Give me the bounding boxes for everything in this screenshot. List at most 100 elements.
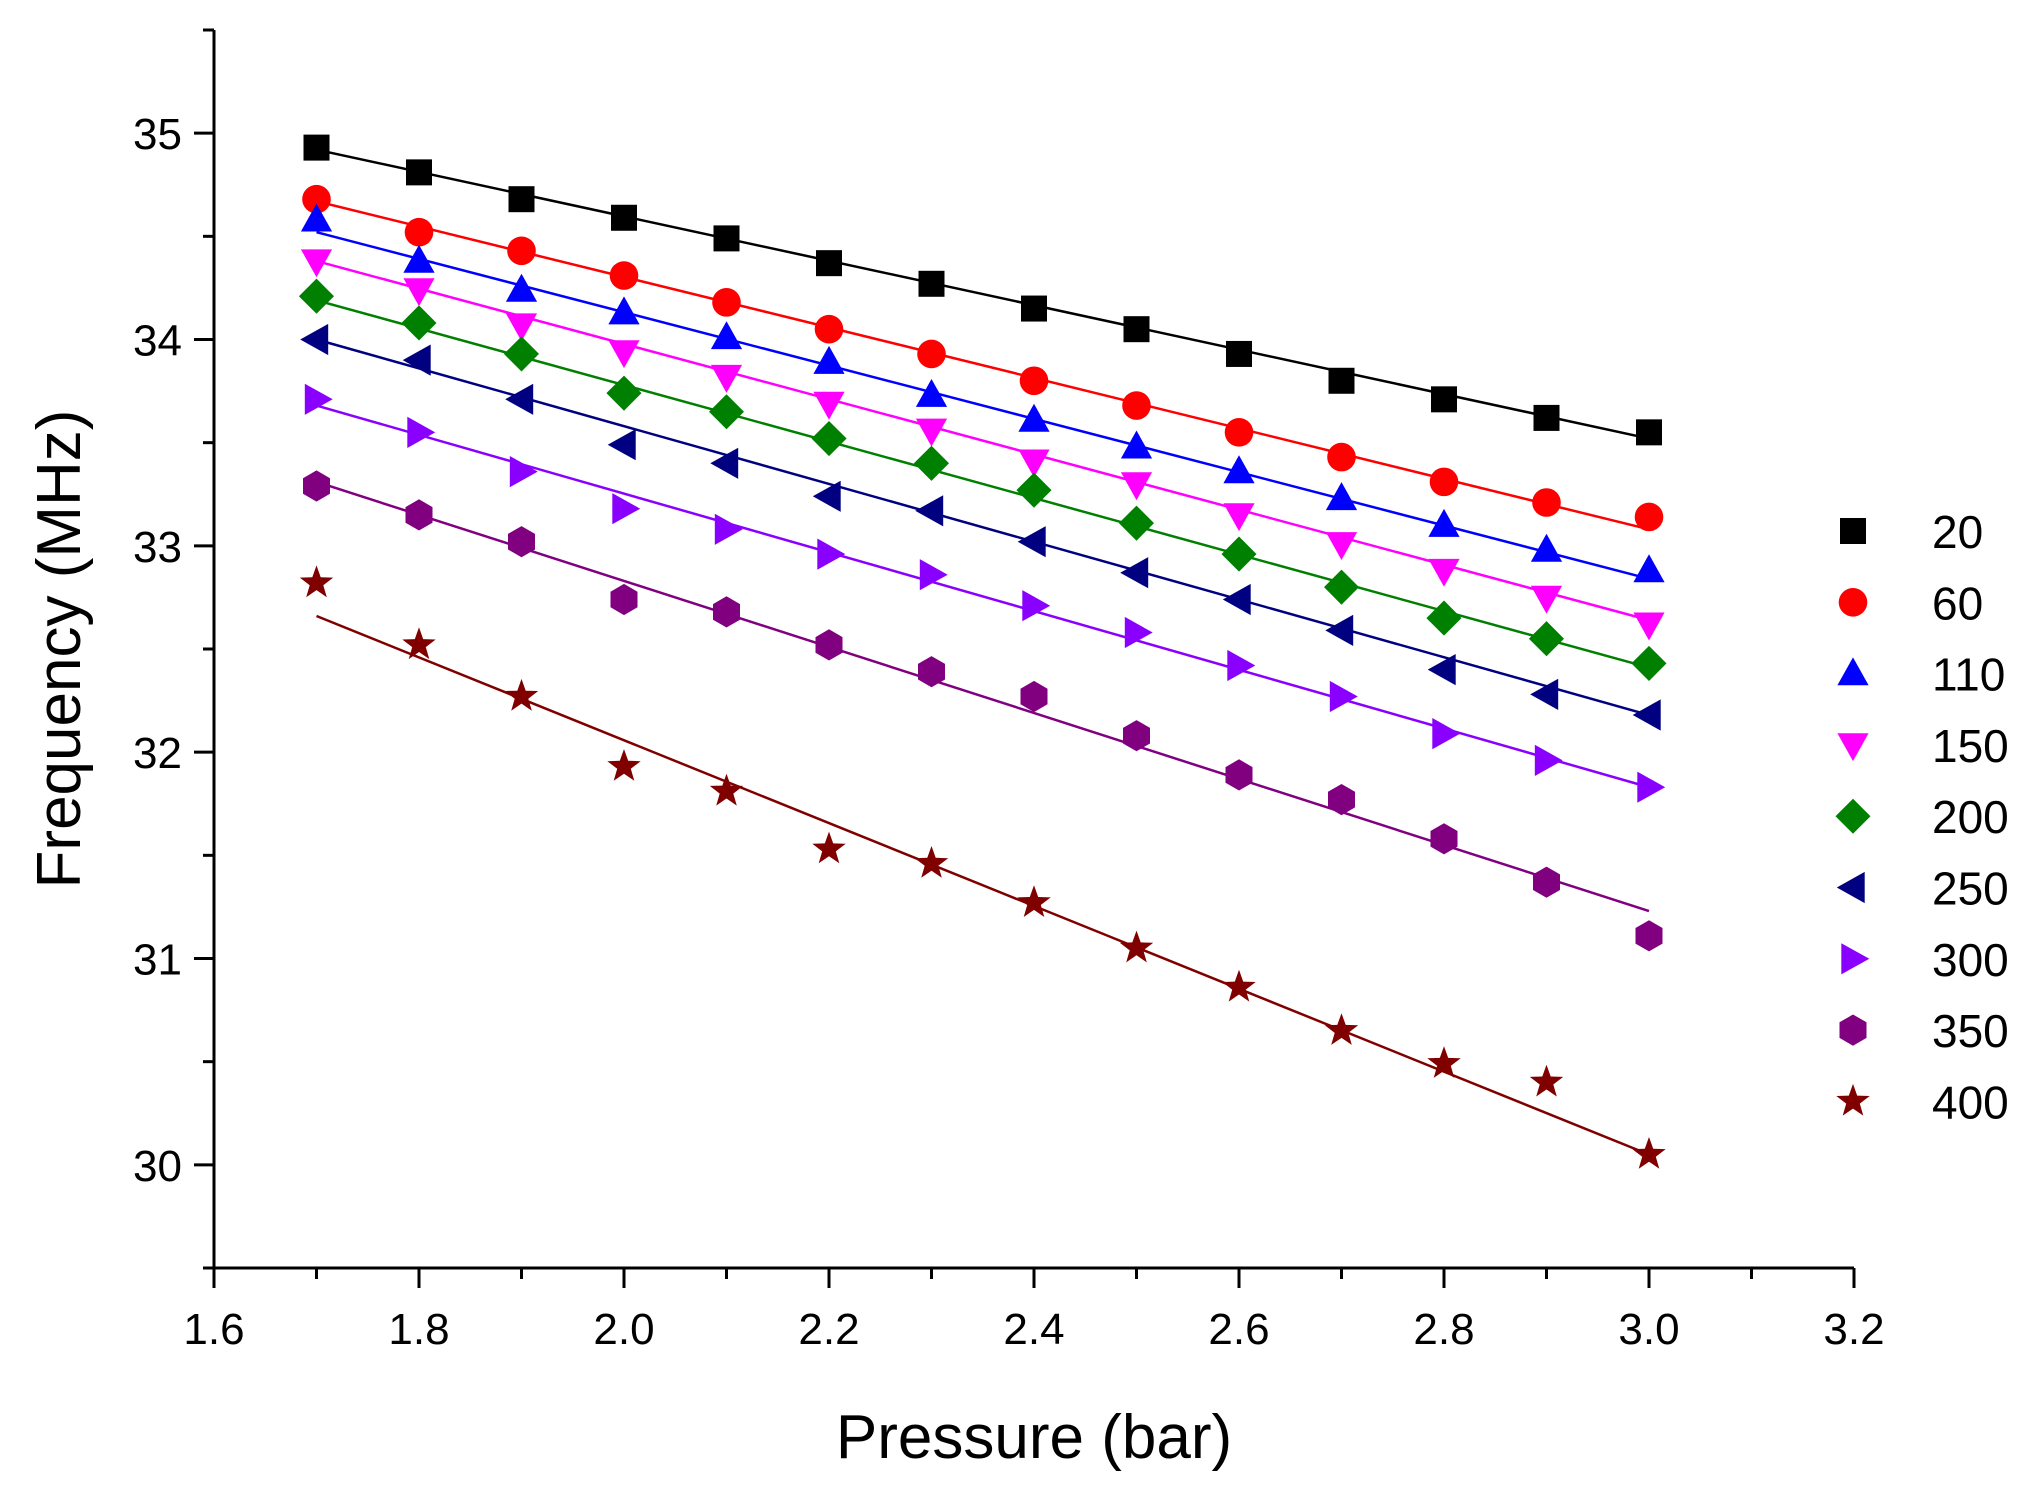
data-point-350 (815, 629, 843, 661)
data-point-250 (607, 429, 636, 461)
fit-line-250 (316, 338, 1650, 717)
data-point-200 (503, 336, 539, 372)
data-point-150 (1530, 585, 1563, 614)
legend-label-300: 300 (1932, 934, 2009, 986)
data-point-200 (1016, 472, 1052, 508)
data-point-150 (1018, 449, 1050, 478)
data-point-350 (1020, 680, 1048, 713)
data-point-200 (811, 421, 847, 457)
legend-marker-110 (1837, 657, 1869, 686)
data-point-20 (508, 186, 535, 213)
data-point-300 (919, 559, 948, 591)
data-point-300 (612, 493, 641, 525)
series-200 (298, 278, 1667, 681)
y-tick-label: 31 (133, 936, 182, 985)
data-point-300 (1124, 616, 1153, 649)
data-point-350 (1328, 784, 1355, 816)
x-tick-label: 1.6 (183, 1305, 244, 1354)
legend-label-200: 200 (1932, 791, 2009, 843)
series-150 (300, 249, 1665, 641)
legend-marker-150 (1837, 733, 1869, 762)
data-point-110 (1325, 482, 1358, 511)
data-point-350 (713, 596, 740, 628)
data-point-150 (1633, 612, 1665, 641)
data-point-20 (918, 270, 945, 297)
data-point-20 (1123, 316, 1150, 343)
data-point-20 (713, 225, 740, 252)
legend: 20 60 110 150 200 250 300 350 400 (1835, 506, 2009, 1128)
data-point-400 (1632, 1137, 1666, 1169)
data-point-20 (406, 159, 432, 186)
x-tick-label: 3.2 (1823, 1305, 1884, 1354)
data-point-60 (814, 314, 844, 344)
data-point-300 (304, 383, 333, 415)
data-point-150 (813, 391, 845, 420)
y-tick-label: 30 (133, 1142, 182, 1191)
series-300 (304, 383, 1666, 803)
data-point-350 (1533, 866, 1560, 898)
x-tick-label: 2.8 (1413, 1305, 1474, 1354)
legend-marker-350 (1839, 1014, 1867, 1046)
data-point-300 (1022, 590, 1051, 622)
data-point-110 (915, 379, 948, 407)
fit-line-200 (316, 299, 1650, 669)
data-point-400 (1427, 1046, 1461, 1078)
data-point-400 (1222, 969, 1256, 1002)
data-point-60 (1532, 488, 1561, 517)
data-point-150 (710, 364, 743, 393)
data-point-200 (1426, 600, 1462, 636)
data-point-200 (606, 375, 642, 411)
data-point-250 (1530, 678, 1559, 710)
data-point-110 (608, 296, 640, 325)
data-point-20 (303, 134, 330, 161)
y-tick-label: 34 (133, 317, 182, 366)
data-point-110 (1428, 508, 1460, 537)
data-point-250 (915, 495, 944, 527)
data-point-300 (714, 513, 743, 545)
legend-label-150: 150 (1932, 720, 2009, 772)
data-point-150 (403, 278, 435, 307)
x-tick-label: 2.4 (1003, 1305, 1064, 1354)
data-point-350 (1123, 720, 1150, 752)
data-point-60 (1224, 418, 1254, 447)
data-point-250 (710, 447, 739, 479)
series-60 (302, 184, 1664, 532)
legend-marker-60 (1838, 588, 1868, 617)
data-point-250 (812, 480, 841, 512)
legend-marker-20 (1840, 518, 1866, 544)
data-point-60 (712, 288, 741, 317)
data-point-60 (1327, 442, 1356, 472)
data-point-150 (915, 418, 948, 447)
data-point-150 (1120, 472, 1153, 501)
legend-label-20: 20 (1932, 506, 1983, 558)
data-point-150 (1223, 503, 1255, 532)
data-point-110 (1223, 455, 1255, 484)
data-point-400 (1324, 1013, 1359, 1045)
data-point-250 (1325, 614, 1354, 646)
data-point-200 (1118, 505, 1154, 541)
series-110 (300, 203, 1665, 583)
data-point-250 (1017, 526, 1046, 558)
data-point-300 (509, 456, 538, 488)
y-tick-label: 35 (133, 110, 182, 159)
data-point-200 (1221, 536, 1257, 572)
fit-line-20 (316, 148, 1650, 440)
data-point-60 (609, 261, 639, 290)
legend-marker-400 (1836, 1083, 1870, 1116)
legend-label-60: 60 (1932, 577, 1983, 629)
x-tick-label: 2.2 (798, 1305, 859, 1354)
x-tick-label: 2.0 (593, 1305, 654, 1354)
data-point-250 (402, 344, 431, 376)
data-point-110 (300, 203, 333, 232)
data-point-400 (299, 565, 334, 598)
data-point-300 (1432, 718, 1461, 750)
data-point-400 (1017, 885, 1051, 917)
data-point-300 (407, 416, 436, 448)
fit-line-300 (316, 404, 1650, 789)
legend-label-250: 250 (1932, 863, 2009, 915)
data-point-350 (1225, 759, 1253, 791)
y-axis-title: Frequency (MHz) (25, 410, 94, 889)
data-point-400 (709, 773, 744, 806)
data-point-200 (1528, 621, 1564, 657)
data-point-200 (709, 394, 744, 430)
